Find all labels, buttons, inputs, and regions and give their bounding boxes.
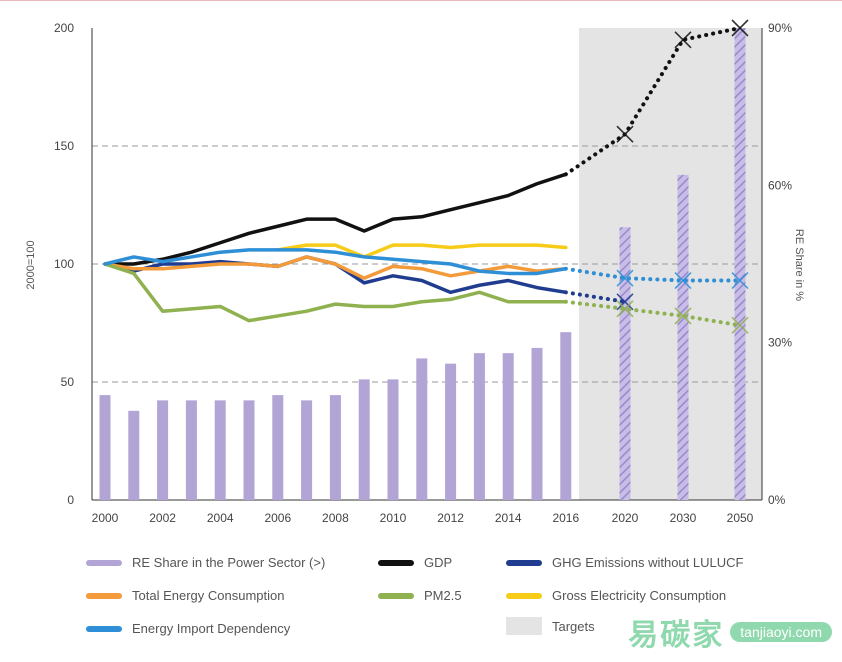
x-tick-label: 2002 — [149, 511, 176, 525]
legend-swatch-import-dependency — [86, 625, 122, 632]
y2-tick-label: 60% — [768, 178, 792, 192]
legend-swatch-pm25 — [378, 592, 414, 599]
legend-item-targets: Targets — [506, 617, 595, 635]
y2-axis-title: RE Share in % — [793, 229, 805, 301]
bar — [358, 379, 370, 500]
y-tick-label: 50 — [61, 375, 75, 389]
bar — [473, 353, 485, 500]
legend-label-import-dependency: Energy Import Dependency — [132, 621, 291, 636]
x-tick-label: 2016 — [552, 511, 579, 525]
legend-item-total-energy: Total Energy Consumption — [86, 588, 284, 603]
y-tick-label: 0 — [67, 493, 74, 507]
bar — [560, 332, 572, 500]
legend-swatch-total-energy — [86, 592, 122, 599]
bar — [531, 347, 543, 500]
legend-label-total-energy: Total Energy Consumption — [132, 588, 285, 603]
x-tick-label: 2030 — [670, 511, 697, 525]
legend-swatch-gross-electricity — [506, 592, 542, 599]
watermark-mark: 易碳家 — [628, 619, 725, 652]
y-axis-title: 2000=100 — [25, 240, 37, 289]
x-tick-label: 2008 — [322, 511, 349, 525]
legend-swatch-gdp — [378, 559, 414, 566]
y-tick-label: 200 — [54, 21, 74, 35]
x-tick-label: 2014 — [495, 511, 522, 525]
bar — [243, 400, 255, 500]
legend: RE Share in the Power Sector (>) GDP GHG… — [0, 545, 842, 655]
bar — [301, 400, 313, 500]
legend-item-import-dependency: Energy Import Dependency — [86, 621, 290, 636]
bar — [185, 400, 197, 500]
bar — [157, 400, 169, 500]
legend-swatch-re-share — [86, 559, 122, 566]
legend-label-pm25: PM2.5 — [424, 588, 462, 603]
legend-label-targets: Targets — [552, 618, 595, 634]
x-tick-label: 2004 — [207, 511, 234, 525]
series-line — [103, 172, 568, 266]
legend-label-re-share: RE Share in the Power Sector (>) — [132, 555, 326, 570]
target-marker — [616, 293, 634, 311]
bar — [272, 395, 284, 500]
target-marker — [731, 316, 749, 334]
series-target-line — [563, 26, 742, 177]
bar — [214, 400, 226, 500]
series-line — [276, 243, 568, 259]
bar — [329, 395, 341, 500]
legend-swatch-targets — [506, 617, 542, 635]
legend-item-ghg: GHG Emissions without LULUCF — [506, 555, 743, 570]
target-marker — [616, 269, 634, 287]
bar — [502, 353, 514, 500]
x-tick-label: 2000 — [92, 511, 119, 525]
y-tick-label: 150 — [54, 139, 74, 153]
x-tick-label: 2020 — [612, 511, 639, 525]
x-tick-label: 2006 — [264, 511, 291, 525]
legend-label-ghg: GHG Emissions without LULUCF — [552, 555, 744, 570]
legend-item-pm25: PM2.5 — [378, 588, 462, 603]
target-marker — [616, 300, 634, 318]
legend-item-gdp: GDP — [378, 555, 452, 570]
target-marker — [674, 271, 692, 290]
legend-label-gross-electricity: Gross Electricity Consumption — [552, 588, 727, 603]
target-marker — [674, 31, 692, 49]
series-line — [103, 255, 568, 280]
series-target-line — [563, 299, 742, 328]
legend-swatch-ghg — [506, 559, 542, 566]
bar-target — [677, 174, 689, 500]
series-target-line — [563, 266, 742, 283]
target-marker — [674, 307, 692, 325]
bar — [445, 363, 457, 500]
series-line — [103, 248, 568, 276]
x-tick-label: 2050 — [727, 511, 754, 525]
targets-shaded-region — [579, 28, 762, 500]
bar — [99, 395, 111, 500]
target-marker — [731, 271, 749, 290]
y2-tick-label: 90% — [768, 21, 792, 35]
chart-canvas: 0 50 100 150 200 0% 30% 60% 90% 2000 2002 2004 2006 2… — [25, 19, 805, 525]
series-line — [103, 262, 568, 323]
legend-label-gdp: GDP — [424, 555, 453, 570]
legend-item-re-share: RE Share in the Power Sector (>) — [86, 555, 325, 570]
target-marker — [616, 125, 634, 143]
bar — [128, 410, 140, 500]
bar-target — [619, 227, 631, 501]
legend-item-gross-electricity: Gross Electricity Consumption — [506, 588, 726, 603]
top-border — [0, 0, 842, 1]
series-target-line — [563, 290, 627, 304]
bar-target — [734, 28, 746, 500]
x-tick-label: 2012 — [437, 511, 464, 525]
y2-tick-label: 0% — [768, 493, 786, 507]
y2-tick-label: 30% — [768, 336, 792, 350]
x-tick-label: 2010 — [380, 511, 407, 525]
y-tick-label: 100 — [54, 257, 74, 271]
watermark-logo: 易碳家 tanjiaoyi.com — [628, 610, 832, 654]
watermark-site: tanjiaoyi.com — [730, 622, 832, 642]
target-marker — [731, 19, 749, 37]
bar — [387, 379, 399, 500]
bar — [416, 358, 428, 500]
